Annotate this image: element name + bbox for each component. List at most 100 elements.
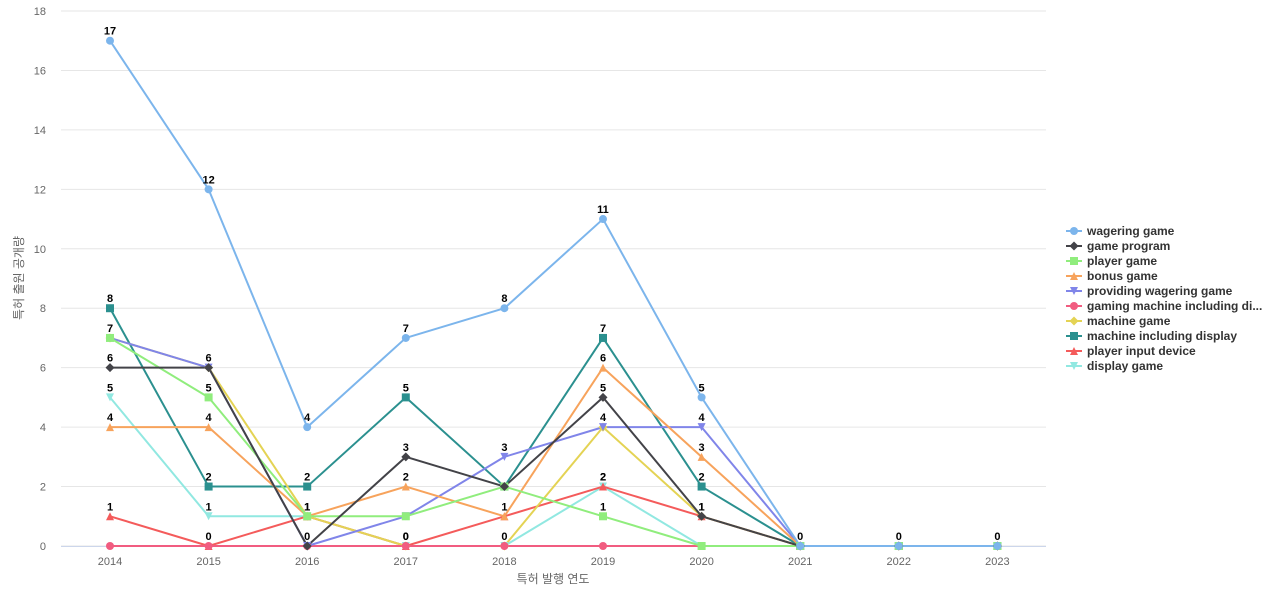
data-point-player-game <box>204 393 213 402</box>
legend-label: player input device <box>1087 344 1196 358</box>
data-point-bonus-game <box>106 423 114 432</box>
x-tick-label: 2015 <box>196 556 220 568</box>
legend-item-wagering-game[interactable]: wagering game <box>1066 224 1175 238</box>
x-tick-label: 2016 <box>295 556 319 568</box>
data-point-game-program <box>401 452 411 462</box>
legend-item-player-input-device[interactable]: player input device <box>1066 344 1196 358</box>
y-tick-label: 18 <box>34 6 46 18</box>
x-tick-label: 2020 <box>689 556 713 568</box>
x-tick-label: 2022 <box>887 556 911 568</box>
data-label-machine-including-display: 5 <box>403 382 409 394</box>
data-label-machine-game: 7 <box>107 323 113 335</box>
data-label-providing-wagering-game: 4 <box>699 412 706 424</box>
data-point-machine-including-display <box>697 482 706 491</box>
data-point-game-program <box>598 392 608 402</box>
data-label-display-game: 0 <box>501 531 507 543</box>
data-label-bonus-game: 6 <box>600 353 606 365</box>
y-tick-label: 6 <box>40 363 46 375</box>
data-label-wagering-game: 0 <box>896 531 902 543</box>
x-tick-label: 2018 <box>492 556 516 568</box>
data-label-player-input-device: 1 <box>501 501 507 513</box>
data-point-player-input-device <box>106 512 114 521</box>
data-point-wagering-game <box>599 215 607 224</box>
legend-marker-gaming-machine-including-di <box>1070 302 1078 310</box>
data-label-display-game: 1 <box>206 501 212 513</box>
legend-item-machine-game[interactable]: machine game <box>1066 314 1171 328</box>
data-point-player-game <box>401 512 410 521</box>
grid <box>61 10 1046 547</box>
data-point-wagering-game <box>401 333 410 342</box>
legend-item-display-game[interactable]: display game <box>1066 359 1163 373</box>
data-label-display-game: 1 <box>304 501 310 513</box>
legend-marker-game-program <box>1069 241 1079 251</box>
data-label-wagering-game: 12 <box>202 174 214 186</box>
data-label-machine-including-display: 2 <box>304 472 310 484</box>
data-point-gaming-machine-including-di <box>106 542 114 550</box>
data-label-wagering-game: 17 <box>104 26 116 38</box>
legend-item-machine-including-display[interactable]: machine including display <box>1066 329 1237 343</box>
series-line-bonus-game <box>109 366 999 547</box>
data-label-machine-including-display: 2 <box>699 472 705 484</box>
legend-marker-player-input-device <box>1070 347 1078 355</box>
x-tick-label: 2023 <box>985 556 1009 568</box>
legend-item-player-game[interactable]: player game <box>1066 254 1157 268</box>
data-label-bonus-game: 4 <box>206 412 213 424</box>
legend-item-providing-wagering-game[interactable]: providing wagering game <box>1066 284 1233 298</box>
legend-item-gaming-machine-including-di[interactable]: gaming machine including di... <box>1066 299 1262 313</box>
legend-marker-providing-wagering-game <box>1070 287 1078 295</box>
data-point-game-program <box>697 511 707 521</box>
y-tick-label: 2 <box>40 482 46 494</box>
y-tick-label: 4 <box>40 422 46 434</box>
data-label-player-input-device: 0 <box>206 531 212 543</box>
data-point-machine-including-display <box>599 333 607 342</box>
legend-label: game program <box>1087 239 1170 253</box>
data-point-game-program <box>105 363 115 373</box>
legend-marker-machine-game <box>1069 316 1079 326</box>
data-label-machine-including-display: 7 <box>600 323 606 335</box>
y-axis-title: 특허 출원 공개량 <box>12 236 26 320</box>
y-tick-label: 10 <box>34 244 46 256</box>
data-point-player-game <box>697 542 706 550</box>
legend-item-game-program[interactable]: game program <box>1066 239 1170 253</box>
data-label-bonus-game: 3 <box>699 442 705 454</box>
data-label-wagering-game: 0 <box>797 531 803 543</box>
data-label-game-program: 6 <box>206 353 212 365</box>
data-point-machine-including-display <box>401 393 410 402</box>
data-label-bonus-game: 4 <box>107 412 114 424</box>
data-point-player-game <box>599 512 607 521</box>
series-markers <box>105 36 1002 551</box>
data-point-providing-wagering-game <box>697 423 706 432</box>
series-line-game-program <box>109 366 999 547</box>
data-point-player-game <box>106 333 114 342</box>
data-label-wagering-game: 0 <box>994 531 1000 543</box>
data-label-player-input-device: 1 <box>304 501 310 513</box>
x-axis-ticks: 2014 2015 2016 2017 2018 2019 2020 2021 2022 2023 <box>98 556 1010 568</box>
legend-marker-wagering-game <box>1070 227 1078 235</box>
data-label-game-program: 5 <box>600 382 606 394</box>
legend-label: machine game <box>1087 314 1171 328</box>
data-point-wagering-game <box>303 423 312 432</box>
data-point-wagering-game <box>106 36 114 45</box>
y-tick-label: 16 <box>34 65 46 77</box>
data-label-bonus-game: 2 <box>403 472 409 484</box>
data-point-gaming-machine-including-di <box>599 542 607 550</box>
data-point-providing-wagering-game <box>500 452 509 461</box>
data-point-machine-including-display <box>106 304 114 313</box>
data-label-game-program: 0 <box>304 531 310 543</box>
data-point-machine-including-display <box>303 482 312 491</box>
data-point-game-program <box>499 482 509 492</box>
data-point-wagering-game <box>796 542 805 550</box>
x-tick-label: 2019 <box>591 556 615 568</box>
data-label-wagering-game: 4 <box>304 412 311 424</box>
data-point-wagering-game <box>894 542 903 550</box>
data-point-machine-including-display <box>204 482 213 491</box>
data-point-player-game <box>303 512 312 521</box>
data-point-game-program <box>204 363 214 373</box>
data-point-game-program <box>302 541 312 551</box>
y-tick-label: 8 <box>40 303 46 315</box>
legend-item-bonus-game[interactable]: bonus game <box>1066 269 1158 283</box>
data-point-bonus-game <box>599 363 607 372</box>
y-tick-label: 0 <box>40 541 46 553</box>
